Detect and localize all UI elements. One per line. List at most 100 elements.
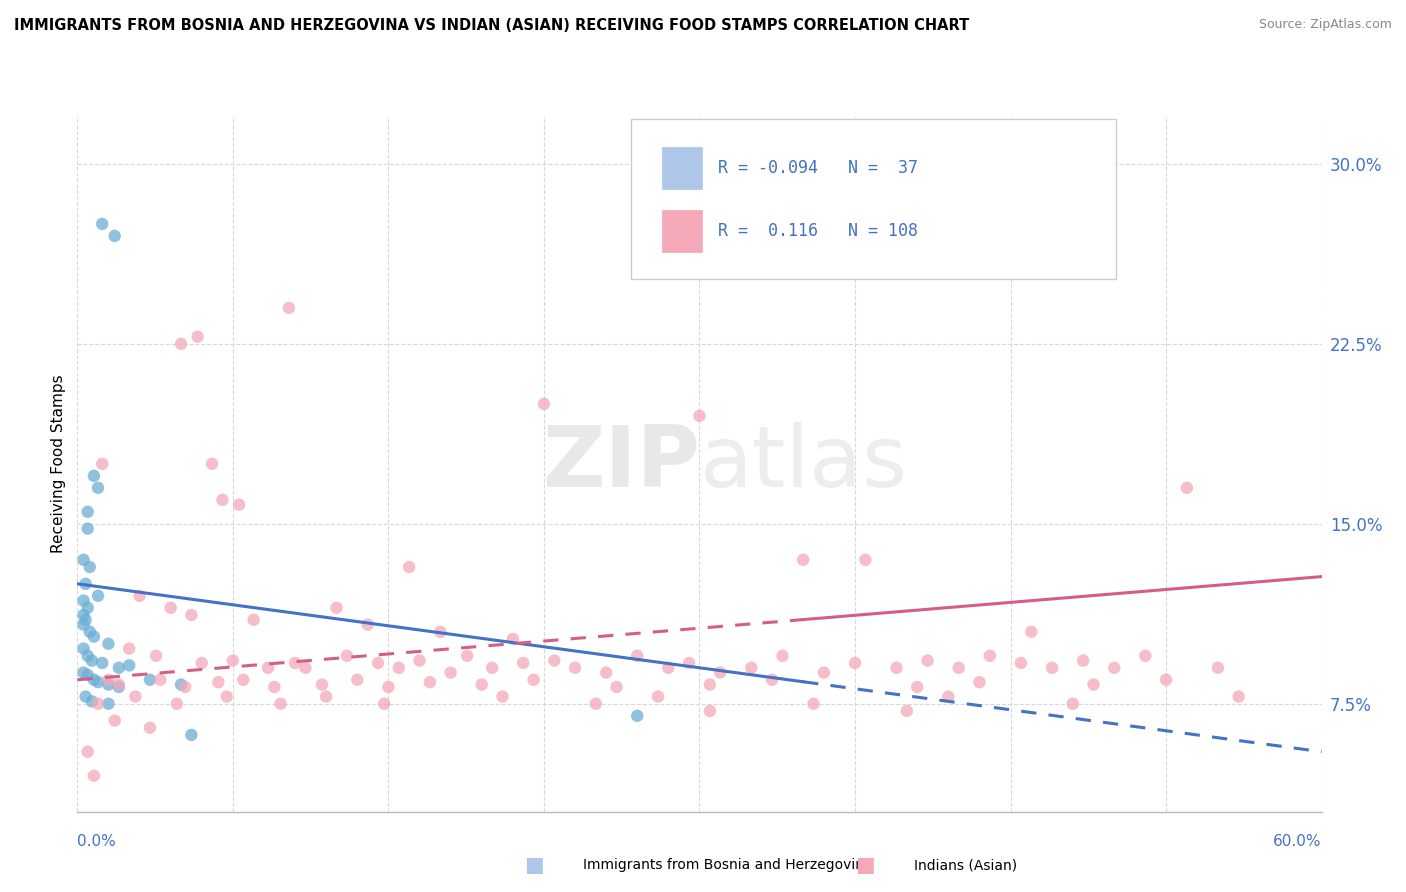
Point (1010, 656, 1032, 670)
Point (606, 680, 628, 694)
Point (377, 680, 399, 694)
Point (896, 704, 918, 718)
Point (97, 697, 120, 711)
Text: Immigrants from Bosnia and Herzegovina: Immigrants from Bosnia and Herzegovina (583, 858, 873, 872)
Point (170, 677, 193, 691)
Point (242, 613, 264, 627)
Point (481, 661, 503, 675)
Point (270, 697, 292, 711)
Point (139, 673, 162, 687)
Text: IMMIGRANTS FROM BOSNIA AND HERZEGOVINA VS INDIAN (ASIAN) RECEIVING FOOD STAMPS C: IMMIGRANTS FROM BOSNIA AND HERZEGOVINA V… (14, 18, 969, 33)
Point (87, 697, 110, 711)
Point (207, 675, 229, 690)
Point (72, 665, 94, 680)
Point (201, 457, 224, 471)
Point (905, 680, 928, 694)
Point (1021, 624, 1043, 639)
Point (187, 329, 209, 343)
Point (145, 648, 167, 663)
Point (76, 505, 98, 519)
Point (740, 661, 762, 675)
Point (585, 697, 607, 711)
Point (97, 673, 120, 687)
Point (91, 217, 114, 231)
Point (124, 690, 146, 704)
Point (79, 624, 101, 639)
Bar (662, 147, 702, 189)
Point (211, 492, 233, 507)
Point (91, 656, 114, 670)
Point (72, 593, 94, 607)
Point (595, 665, 617, 680)
Point (429, 624, 451, 639)
Point (87, 481, 110, 495)
Text: ■: ■ (524, 855, 544, 875)
Text: ZIP: ZIP (541, 422, 700, 506)
Point (813, 665, 835, 680)
Point (108, 661, 129, 675)
Point (104, 228, 127, 243)
Point (1135, 648, 1157, 663)
Point (87, 589, 110, 603)
Point (159, 600, 181, 615)
Point (533, 397, 555, 411)
Point (803, 697, 825, 711)
Point (139, 721, 162, 735)
Point (948, 661, 970, 675)
Point (1227, 690, 1250, 704)
Point (678, 656, 700, 670)
Point (543, 654, 565, 668)
Point (72, 607, 94, 622)
Point (97, 637, 120, 651)
Point (170, 337, 193, 351)
Point (657, 661, 679, 675)
Point (79, 560, 101, 574)
Point (1154, 673, 1177, 687)
Point (75, 613, 97, 627)
Point (72, 617, 94, 632)
Point (1071, 654, 1094, 668)
Point (166, 697, 188, 711)
Point (564, 661, 586, 675)
Point (118, 641, 141, 656)
Point (76, 745, 98, 759)
Point (373, 697, 395, 711)
Text: Source: ZipAtlas.com: Source: ZipAtlas.com (1258, 18, 1392, 31)
Point (72, 641, 94, 656)
Point (104, 714, 127, 728)
Point (91, 457, 114, 471)
Point (398, 560, 420, 574)
Point (388, 661, 411, 675)
Text: R = -0.094   N =  37: R = -0.094 N = 37 (718, 159, 918, 178)
Text: 0.0%: 0.0% (77, 834, 117, 849)
Point (174, 680, 197, 694)
Point (792, 553, 814, 567)
Point (844, 656, 866, 670)
Point (149, 673, 172, 687)
Point (128, 589, 150, 603)
Point (228, 498, 250, 512)
Point (689, 409, 711, 423)
Point (699, 677, 721, 691)
Point (80, 694, 103, 708)
Point (979, 648, 1001, 663)
Point (118, 658, 141, 673)
Point (215, 690, 238, 704)
Point (439, 665, 461, 680)
Point (72, 553, 94, 567)
Point (294, 661, 316, 675)
Point (263, 680, 285, 694)
Point (83, 673, 105, 687)
Point (76, 600, 98, 615)
Point (1104, 661, 1126, 675)
Point (87, 675, 110, 690)
Point (626, 708, 648, 723)
Point (311, 677, 333, 691)
Point (917, 654, 939, 668)
Point (325, 600, 347, 615)
Point (108, 680, 129, 694)
Point (336, 648, 359, 663)
Point (76, 648, 98, 663)
Point (277, 301, 299, 315)
Point (471, 677, 494, 691)
